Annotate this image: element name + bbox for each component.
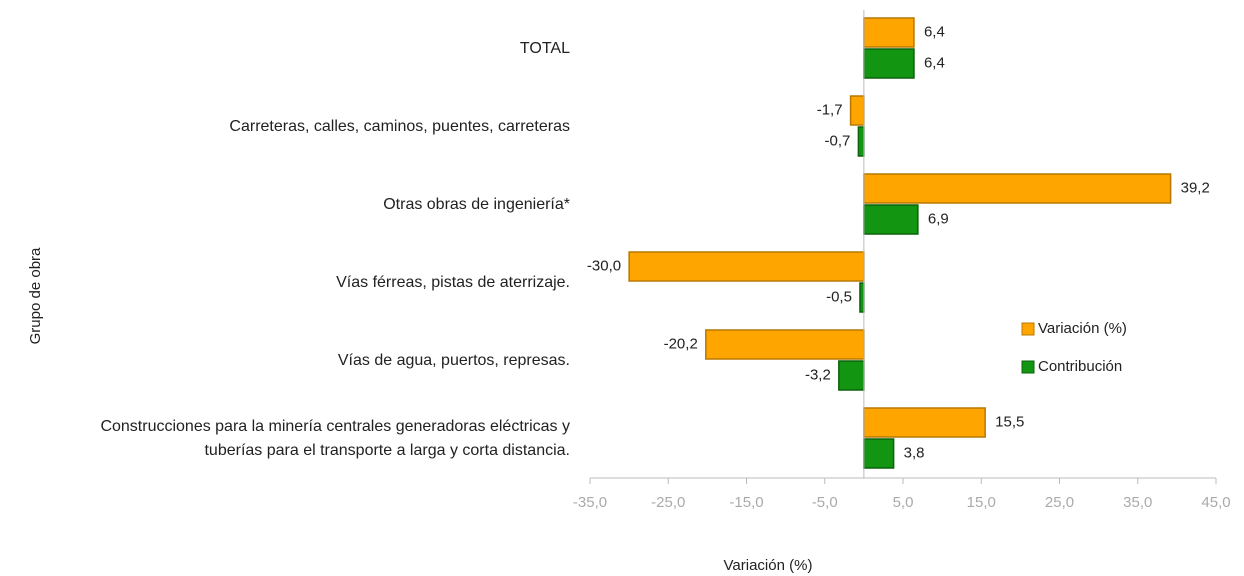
- bar: [859, 282, 865, 313]
- y-axis-title: Grupo de obra: [27, 247, 44, 344]
- value-label: -0,7: [825, 132, 851, 149]
- x-tick-label: 35,0: [1123, 494, 1152, 511]
- x-tick-label: 45,0: [1201, 494, 1230, 511]
- value-label: 39,2: [1181, 179, 1210, 196]
- category-label: Vías férreas, pistas de aterrizaje.: [336, 274, 570, 291]
- x-tick-label: 15,0: [967, 494, 996, 511]
- bar: [857, 126, 865, 157]
- value-label: 6,4: [924, 23, 945, 40]
- category-label: Vías de agua, puertos, represas.: [337, 352, 570, 369]
- bar: [849, 95, 865, 126]
- bar: [628, 251, 865, 282]
- bar: [863, 48, 915, 79]
- category-label: TOTAL: [519, 40, 570, 57]
- legend-label: Contribución: [1038, 358, 1122, 375]
- x-tick-label: 25,0: [1045, 494, 1074, 511]
- legend-swatch: [1021, 322, 1035, 336]
- value-label: -3,2: [805, 366, 831, 383]
- bar: [705, 329, 865, 360]
- bar: [863, 173, 1172, 204]
- value-label: 6,9: [928, 210, 949, 227]
- value-label: 15,5: [995, 413, 1024, 430]
- x-axis-title: Variación (%): [724, 557, 813, 574]
- legend-swatch: [1021, 360, 1035, 374]
- category-label: Construcciones para la minería centrales…: [100, 418, 570, 459]
- bar: [863, 438, 895, 469]
- category-label: Otras obras de ingeniería*: [383, 196, 570, 213]
- category-label: Carreteras, calles, caminos, puentes, ca…: [229, 118, 570, 135]
- value-label: 6,4: [924, 54, 945, 71]
- bar: [863, 204, 919, 235]
- value-label: -20,2: [664, 335, 698, 352]
- value-label: -1,7: [817, 101, 843, 118]
- x-tick-label: -5,0: [812, 494, 838, 511]
- x-tick-label: -25,0: [651, 494, 685, 511]
- bar: [863, 407, 986, 438]
- value-label: 3,8: [904, 444, 925, 461]
- x-tick-label: -35,0: [573, 494, 607, 511]
- bar: [838, 360, 865, 391]
- legend-label: Variación (%): [1038, 320, 1127, 337]
- x-tick-label: 5,0: [893, 494, 914, 511]
- value-label: -30,0: [587, 257, 621, 274]
- x-tick-label: -15,0: [729, 494, 763, 511]
- value-label: -0,5: [826, 288, 852, 305]
- bar: [863, 17, 915, 48]
